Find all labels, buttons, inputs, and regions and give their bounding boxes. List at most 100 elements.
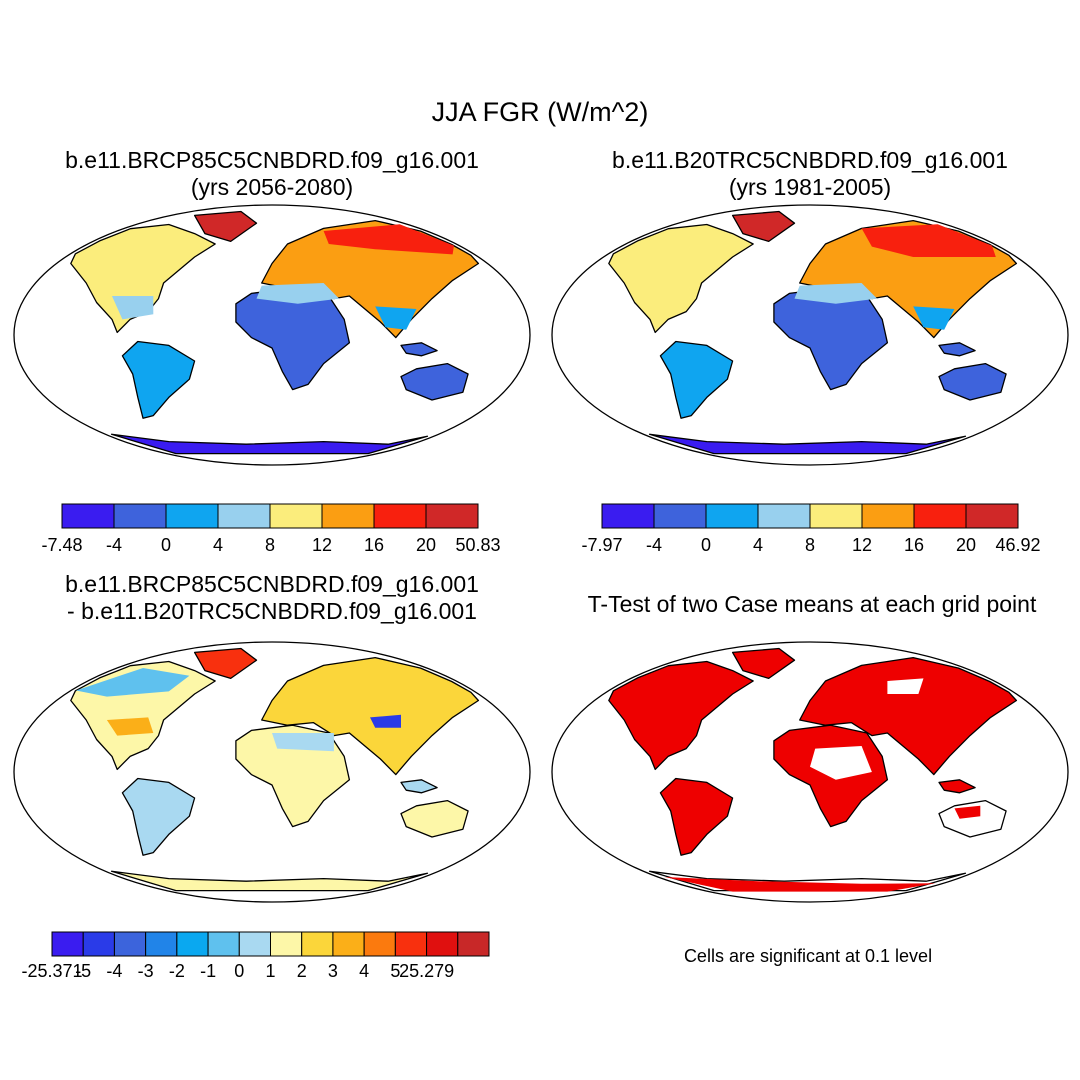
difference-colorbar-box — [363, 931, 396, 957]
difference-indonesia — [400, 779, 438, 794]
control-australia — [938, 362, 1007, 401]
case-panel-years: (yrs 2056-2080) — [190, 174, 354, 200]
case-colorbar-box — [269, 503, 323, 529]
difference-colorbar-box — [145, 931, 178, 957]
difference-colorbar-box — [207, 931, 240, 957]
case-field-patch-2 — [112, 296, 154, 320]
control-panel-years: (yrs 1981-2005) — [728, 174, 892, 200]
control-map — [551, 204, 1069, 466]
difference-colorbar-label: 2 — [297, 961, 307, 981]
difference-colorbar-box — [301, 931, 334, 957]
case-australia — [400, 362, 469, 401]
control-field-patch-0 — [861, 224, 996, 257]
difference-colorbar-label: -5 — [75, 961, 91, 981]
difference-colorbar-box — [457, 931, 490, 957]
control-northAmerica — [608, 223, 754, 334]
ttest-field-patch-1 — [887, 678, 924, 694]
difference-colorbar-label: 1 — [265, 961, 275, 981]
ttest-indonesia — [938, 779, 976, 794]
control-indonesia — [938, 342, 976, 357]
control-colorbar-box — [653, 503, 707, 529]
case-panel-title: b.e11.BRCP85C5CNBDRD.f09_g16.001 — [65, 147, 479, 173]
control-colorbar-box — [601, 503, 655, 529]
case-colorbar-label: 12 — [312, 535, 332, 555]
control-colorbar-label: -4 — [646, 535, 662, 555]
case-map — [13, 204, 531, 466]
case-field-patch-3 — [375, 306, 417, 330]
difference-field-patch-1 — [370, 714, 401, 728]
case-colorbar-box — [373, 503, 427, 529]
difference-field-patch-3 — [106, 717, 154, 736]
difference-field-patch-0 — [76, 668, 190, 697]
difference-colorbar-box — [82, 931, 115, 957]
control-colorbar-label: 12 — [852, 535, 872, 555]
difference-colorbar-box — [113, 931, 147, 957]
difference-colorbar-box — [394, 931, 428, 957]
difference-map-border — [13, 641, 531, 903]
case-colorbar-label: 8 — [265, 535, 275, 555]
difference-colorbar-label: -3 — [138, 961, 154, 981]
control-colorbar-label: 46.92 — [995, 535, 1040, 555]
control-panel-title: b.e11.B20TRC5CNBDRD.f09_g16.001 — [612, 147, 1008, 173]
case-colorbar-box — [217, 503, 271, 529]
control-colorbar-label: 4 — [753, 535, 763, 555]
case-colorbar-label: -4 — [106, 535, 122, 555]
control-colorbar-box — [965, 503, 1019, 529]
ttest-field-patch-2 — [954, 805, 981, 819]
difference-colorbar-box — [238, 931, 271, 957]
difference-colorbar-label: 4 — [359, 961, 369, 981]
difference-panel-subtitle: - b.e11.B20TRC5CNBDRD.f09_g16.001 — [67, 598, 477, 624]
case-colorbar-box — [425, 503, 479, 529]
case-map-border — [13, 204, 531, 466]
ttest-map-border — [551, 641, 1069, 903]
ttest-field-patch-0 — [810, 746, 872, 780]
difference-colorbar-box — [51, 931, 84, 957]
difference-colorbar-label: -1 — [200, 961, 216, 981]
difference-greenland — [193, 647, 258, 680]
control-antarctica — [648, 433, 967, 455]
control-colorbar-box — [913, 503, 967, 529]
case-greenland — [193, 210, 258, 243]
ttest-eurasia — [799, 656, 1018, 776]
ttest-northAmerica — [608, 660, 754, 771]
ttest-map — [551, 641, 1069, 903]
difference-colorbar-box — [332, 931, 365, 957]
control-field-patch-2 — [913, 306, 955, 330]
difference-colorbar-label: -2 — [169, 961, 185, 981]
case-colorbar-box — [321, 503, 375, 529]
figure-title: JJA FGR (W/m^2) — [431, 97, 649, 127]
control-map-land — [608, 210, 1018, 455]
difference-colorbar-label: 25.279 — [399, 961, 454, 981]
difference-colorbar-label: 3 — [328, 961, 338, 981]
case-southAmerica — [121, 340, 196, 419]
case-colorbar-box — [165, 503, 219, 529]
difference-colorbar: -25.371-5 -4 -3 -2 -1 0 1 2 3 4 525.279 — [21, 931, 490, 981]
case-africa — [235, 287, 351, 391]
case-indonesia — [400, 342, 438, 357]
case-northAmerica — [70, 223, 216, 334]
ttest-map-land — [608, 647, 1018, 892]
control-southAmerica — [659, 340, 734, 419]
control-map-border — [551, 204, 1069, 466]
difference-colorbar-label: -25.371 — [21, 961, 82, 981]
difference-antarctica — [110, 870, 429, 892]
difference-colorbar-box — [426, 931, 459, 957]
difference-field-patch-2 — [272, 733, 334, 752]
case-map-land — [70, 210, 480, 455]
difference-colorbar-label: -4 — [106, 961, 122, 981]
difference-colorbar-label: 0 — [234, 961, 244, 981]
difference-eurasia — [261, 656, 480, 776]
case-field-patch-0 — [323, 224, 454, 255]
difference-colorbar-box — [176, 931, 209, 957]
case-field-patch-1 — [256, 283, 340, 304]
control-colorbar-box — [861, 503, 915, 529]
control-colorbar-label: 16 — [904, 535, 924, 555]
control-colorbar: -7.97 -4 0 4 8 12 16 20 46.92 — [581, 503, 1041, 555]
case-colorbar-label: -7.48 — [41, 535, 82, 555]
case-colorbar-label: 4 — [213, 535, 223, 555]
case-colorbar-label: 20 — [416, 535, 436, 555]
case-colorbar-label: 50.83 — [455, 535, 500, 555]
control-colorbar-box — [705, 503, 759, 529]
control-field-patch-1 — [794, 283, 878, 304]
